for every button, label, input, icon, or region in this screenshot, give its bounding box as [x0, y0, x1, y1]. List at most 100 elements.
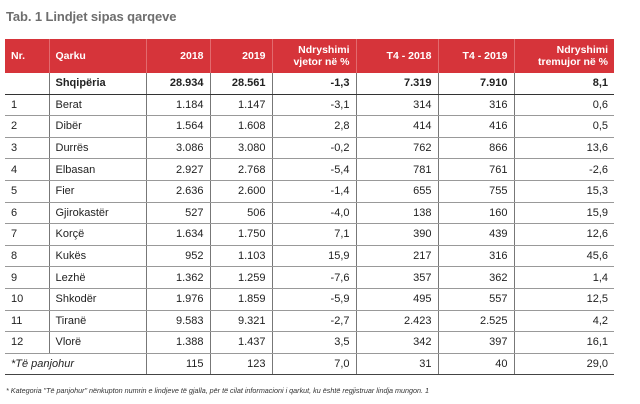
- table-header-row: Nr. Qarku 2018 2019 Ndryshimi vjetor në …: [5, 39, 614, 73]
- cell-quarterly-change: -2,6: [514, 158, 614, 181]
- cell-annual-change: -7,6: [272, 266, 357, 289]
- cell-2018: 2.927: [146, 158, 211, 181]
- cell-t4-2019: 439: [438, 223, 515, 246]
- cell-nr: 12: [5, 331, 50, 354]
- cell-quarterly-change: 8,1: [514, 73, 614, 95]
- cell-annual-change: -1,3: [272, 73, 357, 95]
- cell-2018: 2.636: [146, 180, 211, 203]
- cell-annual-change: 15,9: [272, 245, 357, 268]
- table-row: 7 Korçë 1.634 1.750 7,1 390 439 12,6: [5, 223, 614, 246]
- cell-quarterly-change: 16,1: [514, 331, 614, 354]
- cell-2019: 123: [210, 353, 273, 376]
- cell-annual-change: 7,1: [272, 223, 357, 246]
- cell-t4-2018: 781: [356, 158, 439, 181]
- cell-quarterly-change: 0,6: [514, 94, 614, 117]
- cell-t4-2019: 2.525: [438, 310, 515, 333]
- cell-2018: 28.934: [146, 73, 211, 95]
- unknown-row: *Të panjohur 115 123 7,0 31 40 29,0: [5, 353, 614, 376]
- table-row: 4 Elbasan 2.927 2.768 -5,4 781 761 -2,6: [5, 158, 614, 181]
- cell-annual-change: 2,8: [272, 115, 357, 138]
- cell-annual-change: -1,4: [272, 180, 357, 203]
- cell-annual-change: 3,5: [272, 331, 357, 354]
- cell-2018: 1.362: [146, 266, 211, 289]
- cell-qarku: Tiranë: [49, 310, 147, 333]
- cell-t4-2018: 7.319: [356, 73, 439, 95]
- cell-nr: 7: [5, 223, 50, 246]
- cell-t4-2019: 416: [438, 115, 515, 138]
- cell-qarku: Lezhë: [49, 266, 147, 289]
- cell-t4-2018: 414: [356, 115, 439, 138]
- cell-t4-2018: 390: [356, 223, 439, 246]
- table-row: 1 Berat 1.184 1.147 -3,1 314 316 0,6: [5, 94, 614, 117]
- header-t4-2018: T4 - 2018: [356, 39, 439, 73]
- table-row: 9 Lezhë 1.362 1.259 -7,6 357 362 1,4: [5, 266, 614, 289]
- cell-quarterly-change: 15,3: [514, 180, 614, 203]
- cell-2018: 952: [146, 245, 211, 268]
- table-title: Tab. 1 Lindjet sipas qarqeve: [6, 9, 177, 24]
- cell-nr: 9: [5, 266, 50, 289]
- cell-nr: 2: [5, 115, 50, 138]
- header-2019: 2019: [210, 39, 273, 73]
- cell-t4-2018: 217: [356, 245, 439, 268]
- cell-annual-change: -4,0: [272, 202, 357, 225]
- cell-qarku: Elbasan: [49, 158, 147, 181]
- cell-t4-2019: 316: [438, 94, 515, 117]
- cell-nr: 3: [5, 137, 50, 160]
- header-annual-change: Ndryshimi vjetor në %: [272, 39, 357, 73]
- cell-t4-2019: 557: [438, 288, 515, 311]
- cell-qarku: Shkodër: [49, 288, 147, 311]
- cell-2018: 1.184: [146, 94, 211, 117]
- cell-annual-change: -3,1: [272, 94, 357, 117]
- cell-nr: 5: [5, 180, 50, 203]
- cell-quarterly-change: 12,6: [514, 223, 614, 246]
- cell-2019: 1.147: [210, 94, 273, 117]
- cell-t4-2019: 7.910: [438, 73, 515, 95]
- table-row: 5 Fier 2.636 2.600 -1,4 655 755 15,3: [5, 180, 614, 203]
- cell-t4-2018: 314: [356, 94, 439, 117]
- header-nr: Nr.: [5, 39, 50, 73]
- cell-2019: 1.259: [210, 266, 273, 289]
- table-row: 6 Gjirokastër 527 506 -4,0 138 160 15,9: [5, 202, 614, 225]
- cell-quarterly-change: 1,4: [514, 266, 614, 289]
- cell-2019: 9.321: [210, 310, 273, 333]
- total-row: Shqipëria 28.934 28.561 -1,3 7.319 7.910…: [5, 73, 614, 95]
- cell-t4-2018: 655: [356, 180, 439, 203]
- cell-quarterly-change: 4,2: [514, 310, 614, 333]
- table-row: 12 Vlorë 1.388 1.437 3,5 342 397 16,1: [5, 331, 614, 354]
- cell-t4-2018: 762: [356, 137, 439, 160]
- cell-t4-2019: 160: [438, 202, 515, 225]
- cell-t4-2018: 357: [356, 266, 439, 289]
- cell-qarku: Korçë: [49, 223, 147, 246]
- cell-t4-2018: 495: [356, 288, 439, 311]
- cell-quarterly-change: 45,6: [514, 245, 614, 268]
- table-row: 10 Shkodër 1.976 1.859 -5,9 495 557 12,5: [5, 288, 614, 311]
- cell-2018: 115: [146, 353, 211, 376]
- cell-2019: 506: [210, 202, 273, 225]
- cell-t4-2019: 40: [438, 353, 515, 376]
- cell-t4-2018: 2.423: [356, 310, 439, 333]
- cell-2018: 9.583: [146, 310, 211, 333]
- table-row: 2 Dibër 1.564 1.608 2,8 414 416 0,5: [5, 115, 614, 138]
- cell-annual-change: -5,4: [272, 158, 357, 181]
- cell-annual-change: -5,9: [272, 288, 357, 311]
- cell-annual-change: 7,0: [272, 353, 357, 376]
- header-qarku: Qarku: [49, 39, 147, 73]
- cell-t4-2019: 362: [438, 266, 515, 289]
- cell-t4-2019: 397: [438, 331, 515, 354]
- cell-quarterly-change: 29,0: [514, 353, 614, 376]
- cell-qarku: Berat: [49, 94, 147, 117]
- cell-qarku: Durrës: [49, 137, 147, 160]
- cell-2019: 28.561: [210, 73, 273, 95]
- cell-t4-2018: 342: [356, 331, 439, 354]
- cell-nr: 4: [5, 158, 50, 181]
- cell-2019: 1.750: [210, 223, 273, 246]
- cell-t4-2018: 138: [356, 202, 439, 225]
- cell-quarterly-change: 12,5: [514, 288, 614, 311]
- table-row: 8 Kukës 952 1.103 15,9 217 316 45,6: [5, 245, 614, 268]
- cell-t4-2018: 31: [356, 353, 439, 376]
- header-quarterly-change: Ndryshimi tremujor në %: [514, 39, 614, 73]
- cell-t4-2019: 866: [438, 137, 515, 160]
- cell-2019: 2.600: [210, 180, 273, 203]
- footnote: * Kategoria "Të panjohur" nënkupton numr…: [6, 386, 430, 395]
- cell-nr: 11: [5, 310, 50, 333]
